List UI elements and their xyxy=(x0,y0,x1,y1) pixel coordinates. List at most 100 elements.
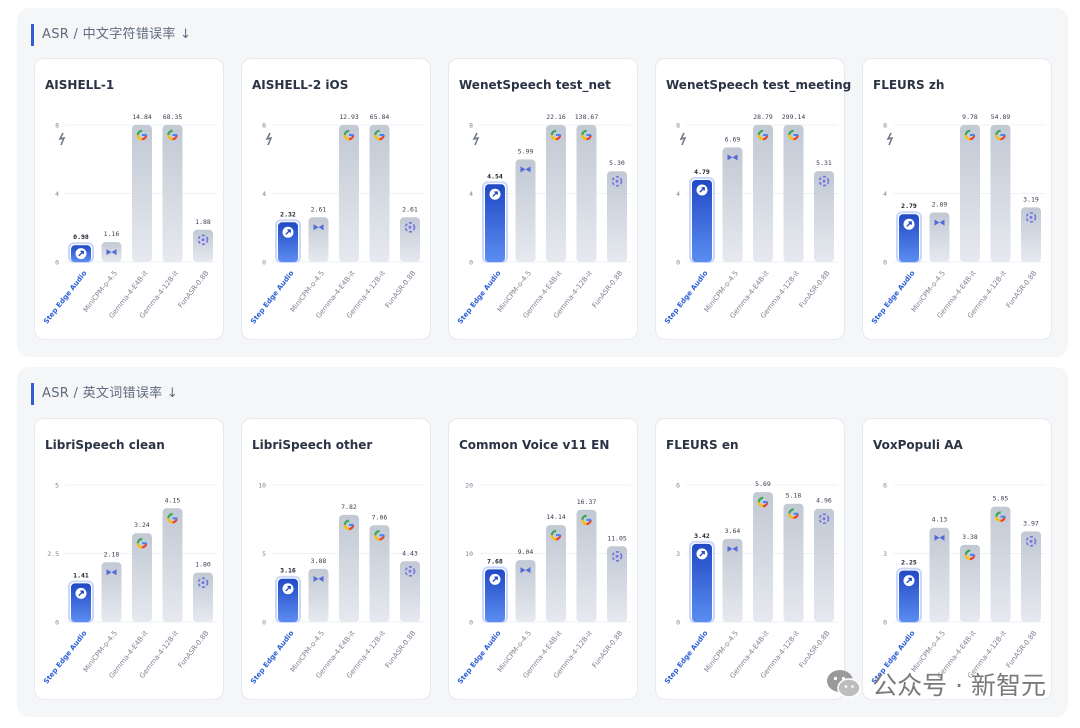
y-tick-label: 4 xyxy=(676,190,680,198)
y-tick-label: 0 xyxy=(469,259,473,267)
bar xyxy=(783,503,804,622)
y-tick-label: 3 xyxy=(676,550,680,558)
data-label: 4.13 xyxy=(932,516,948,524)
x-tick-label: Step Edge Audio xyxy=(42,629,89,685)
y-tick-label: 0 xyxy=(676,619,680,627)
x-tick-label: Step Edge Audio xyxy=(249,269,296,325)
gemma-logo-icon xyxy=(374,529,385,541)
y-tick-label: 8 xyxy=(676,122,680,130)
bar xyxy=(1021,531,1041,622)
data-label: 0.98 xyxy=(73,233,89,241)
gemma-logo-icon xyxy=(136,537,148,549)
funasr-logo-icon xyxy=(1025,536,1037,547)
y-tick-label: 4 xyxy=(55,190,59,198)
chart-card-fleurs-en: FLEURS en 0 3 6 3.42 Step Edge Audio 3.64 MiniC… xyxy=(655,418,845,700)
bar xyxy=(929,527,950,622)
bar xyxy=(101,562,122,622)
bar xyxy=(990,506,1011,622)
y-tick-label: 0 xyxy=(262,259,266,267)
chart-card-voxpopuli-aa: VoxPopuli AA 0 3 6 2.25 Step Edge Audio 4.13 Mi… xyxy=(862,418,1052,700)
y-tick-label: 20 xyxy=(465,482,473,490)
bar xyxy=(960,125,980,262)
y-tick-label: 8 xyxy=(55,122,59,130)
data-label: 2.25 xyxy=(901,559,917,567)
chart-card-fleurs-zh: FLEURS zh 0 4 8 2.79 Step Edge Audio 2.89 MiniC… xyxy=(862,58,1052,340)
y-tick-label: 8 xyxy=(883,122,887,130)
bar xyxy=(369,525,390,622)
data-label: 2.61 xyxy=(402,205,418,213)
data-label: 4.43 xyxy=(402,549,418,557)
data-label: 1.88 xyxy=(195,218,211,226)
bar xyxy=(783,125,804,262)
bar xyxy=(162,508,183,622)
data-label: 9.78 xyxy=(962,113,978,121)
step-logo-icon xyxy=(489,188,501,200)
bar xyxy=(753,492,773,622)
data-label: 5.99 xyxy=(518,147,534,155)
data-label: 5.69 xyxy=(755,480,771,488)
bar xyxy=(814,171,834,262)
data-label: 9.04 xyxy=(518,548,534,556)
x-tick-label: FunASR-0.8B xyxy=(798,269,832,309)
bar xyxy=(692,543,712,622)
wechat-icon xyxy=(827,670,861,698)
y-tick-label: 5 xyxy=(262,550,266,558)
gemma-logo-icon xyxy=(581,129,592,141)
x-tick-label: Step Edge Audio xyxy=(663,629,710,685)
gemma-logo-icon xyxy=(757,129,769,141)
bar-group: 3.42 Step Edge Audio xyxy=(663,532,715,686)
bar xyxy=(400,561,420,622)
y-tick-label: 0 xyxy=(55,259,59,267)
data-label: 138.67 xyxy=(575,113,599,121)
data-label: 68.35 xyxy=(163,113,183,121)
minicpm-logo-icon xyxy=(934,219,945,226)
data-label: 3.42 xyxy=(694,532,710,540)
data-label: 1.80 xyxy=(195,561,211,569)
bar xyxy=(753,125,773,262)
section-title: ASR / 中文字符错误率 ↓ xyxy=(31,24,191,46)
x-tick-label: Step Edge Audio xyxy=(456,629,503,685)
bar xyxy=(308,217,329,262)
minicpm-logo-icon xyxy=(727,545,738,552)
funasr-logo-icon xyxy=(818,175,830,187)
bar xyxy=(1021,207,1041,262)
y-tick-label: 10 xyxy=(258,482,266,490)
gemma-logo-icon xyxy=(581,514,592,526)
step-logo-icon xyxy=(282,226,294,238)
y-tick-label: 6 xyxy=(676,482,680,490)
data-label: 14.14 xyxy=(546,513,566,521)
y-tick-label: 10 xyxy=(465,550,473,558)
bar xyxy=(485,184,505,262)
gemma-logo-icon xyxy=(374,129,385,141)
data-label: 2.32 xyxy=(280,210,296,218)
y-tick-label: 0 xyxy=(469,619,473,627)
minicpm-logo-icon xyxy=(934,534,945,541)
y-tick-label: 4 xyxy=(262,190,266,198)
minicpm-logo-icon xyxy=(313,224,324,231)
step-logo-icon xyxy=(282,583,294,595)
chart-title: WenetSpeech test_meeting xyxy=(666,78,852,92)
chart-title: LibriSpeech other xyxy=(252,438,373,452)
bar xyxy=(899,570,919,622)
bar xyxy=(132,125,152,262)
y-tick-label: 8 xyxy=(469,122,473,130)
data-label: 2.89 xyxy=(932,201,948,209)
data-label: 4.96 xyxy=(816,497,832,505)
data-label: 4.79 xyxy=(694,168,710,176)
minicpm-logo-icon xyxy=(106,249,117,256)
data-label: 7.06 xyxy=(372,513,388,521)
bar xyxy=(132,533,152,622)
x-tick-label: FunASR-0.8B xyxy=(384,629,418,669)
gemma-logo-icon xyxy=(343,519,355,531)
data-label: 16.37 xyxy=(577,498,597,506)
data-label: 5.05 xyxy=(993,495,1009,503)
bar xyxy=(576,509,597,622)
bar xyxy=(193,229,213,262)
x-tick-label: Step Edge Audio xyxy=(249,629,296,685)
data-label: 5.30 xyxy=(609,159,625,167)
y-tick-label: 6 xyxy=(883,482,887,490)
